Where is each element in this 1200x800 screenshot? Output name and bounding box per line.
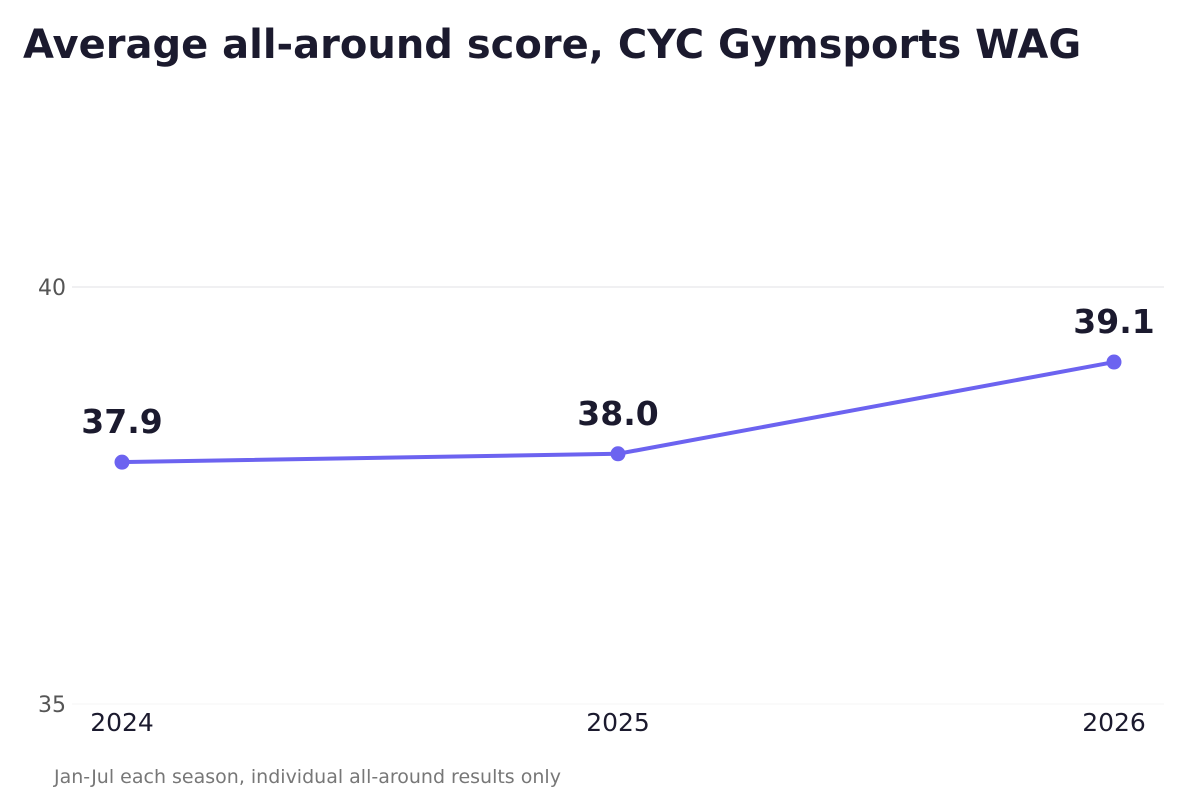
data-label-layer: 37.9 38.0 39.1: [81, 302, 1154, 441]
x-tick-label: 2025: [586, 708, 650, 737]
data-label: 37.9: [81, 402, 162, 441]
chart-title: Average all-around score, CYC Gymsports …: [23, 22, 1082, 68]
data-point: [1106, 354, 1122, 370]
x-tick-label: 2026: [1082, 708, 1146, 737]
grid-layer: [72, 286, 1164, 705]
chart-note: Jan-Jul each season, individual all-arou…: [54, 766, 561, 788]
data-label: 39.1: [1073, 302, 1154, 341]
data-point: [610, 446, 626, 462]
series-layer: [114, 354, 1122, 470]
x-axis-ticks: 2024 2025 2026: [90, 708, 1146, 737]
y-axis-ticks: 35 40: [38, 276, 66, 718]
data-label: 38.0: [577, 394, 658, 433]
data-point: [114, 454, 130, 470]
y-tick-label: 40: [38, 276, 66, 301]
x-tick-label: 2024: [90, 708, 154, 737]
y-tick-label: 35: [38, 693, 66, 718]
